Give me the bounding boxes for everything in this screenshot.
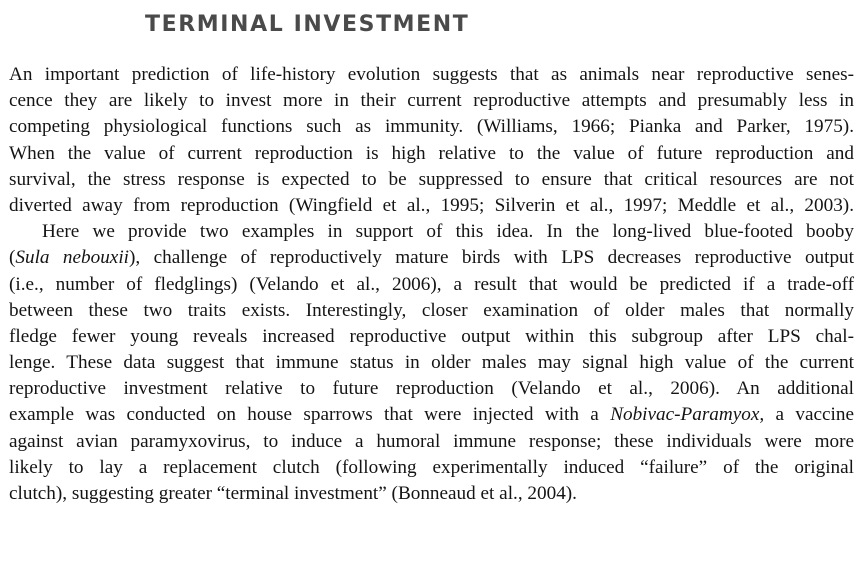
text-line: fledge fewer young reveals increased rep… bbox=[9, 325, 854, 347]
text-line: example was conducted on house sparrows … bbox=[9, 402, 854, 428]
text-line: An important prediction of life-history … bbox=[9, 64, 854, 85]
text-line: against avian paramyxovirus, to induce a… bbox=[9, 430, 854, 452]
species-name: Sula nebouxii bbox=[15, 247, 129, 269]
text-run: example was conducted on house sparrows … bbox=[9, 404, 611, 426]
text-run: ( bbox=[9, 247, 16, 269]
body-text: An important prediction of life-history … bbox=[9, 62, 854, 507]
text-line: reproductive investment relative to futu… bbox=[9, 378, 854, 400]
text-line: (Sula nebouxii), challenge of reproducti… bbox=[9, 245, 854, 271]
paragraph-2: Here we provide two examples in support … bbox=[9, 219, 854, 507]
text-line: lenge. These data suggest that immune st… bbox=[9, 352, 854, 374]
text-line: cence they are likely to invest more in … bbox=[9, 90, 854, 112]
vaccine-name: Nobivac-Paramyox, bbox=[610, 404, 765, 426]
text-line: When the value of current reproduction i… bbox=[9, 142, 854, 164]
text-line: likely to lay a replacement clutch (foll… bbox=[9, 456, 854, 478]
text-run: ), challenge of reproductively mature bi… bbox=[128, 247, 854, 269]
text-line: between these two traits exists. Interes… bbox=[9, 299, 854, 321]
text-line: diverted away from reproduction (Wingfie… bbox=[9, 194, 854, 216]
text-run: a vaccine bbox=[764, 404, 854, 426]
text-line: competing physiological functions such a… bbox=[9, 116, 854, 138]
text-line: survival, the stress response is expecte… bbox=[9, 168, 854, 190]
text-line: clutch), suggesting greater “terminal in… bbox=[9, 483, 577, 504]
text-line: Here we provide two examples in support … bbox=[42, 221, 854, 243]
section-heading: TERMINAL INVESTMENT bbox=[145, 12, 470, 37]
paragraph-1: An important prediction of life-history … bbox=[9, 62, 854, 219]
text-line: (i.e., number of fledglings) (Velando et… bbox=[9, 273, 854, 295]
